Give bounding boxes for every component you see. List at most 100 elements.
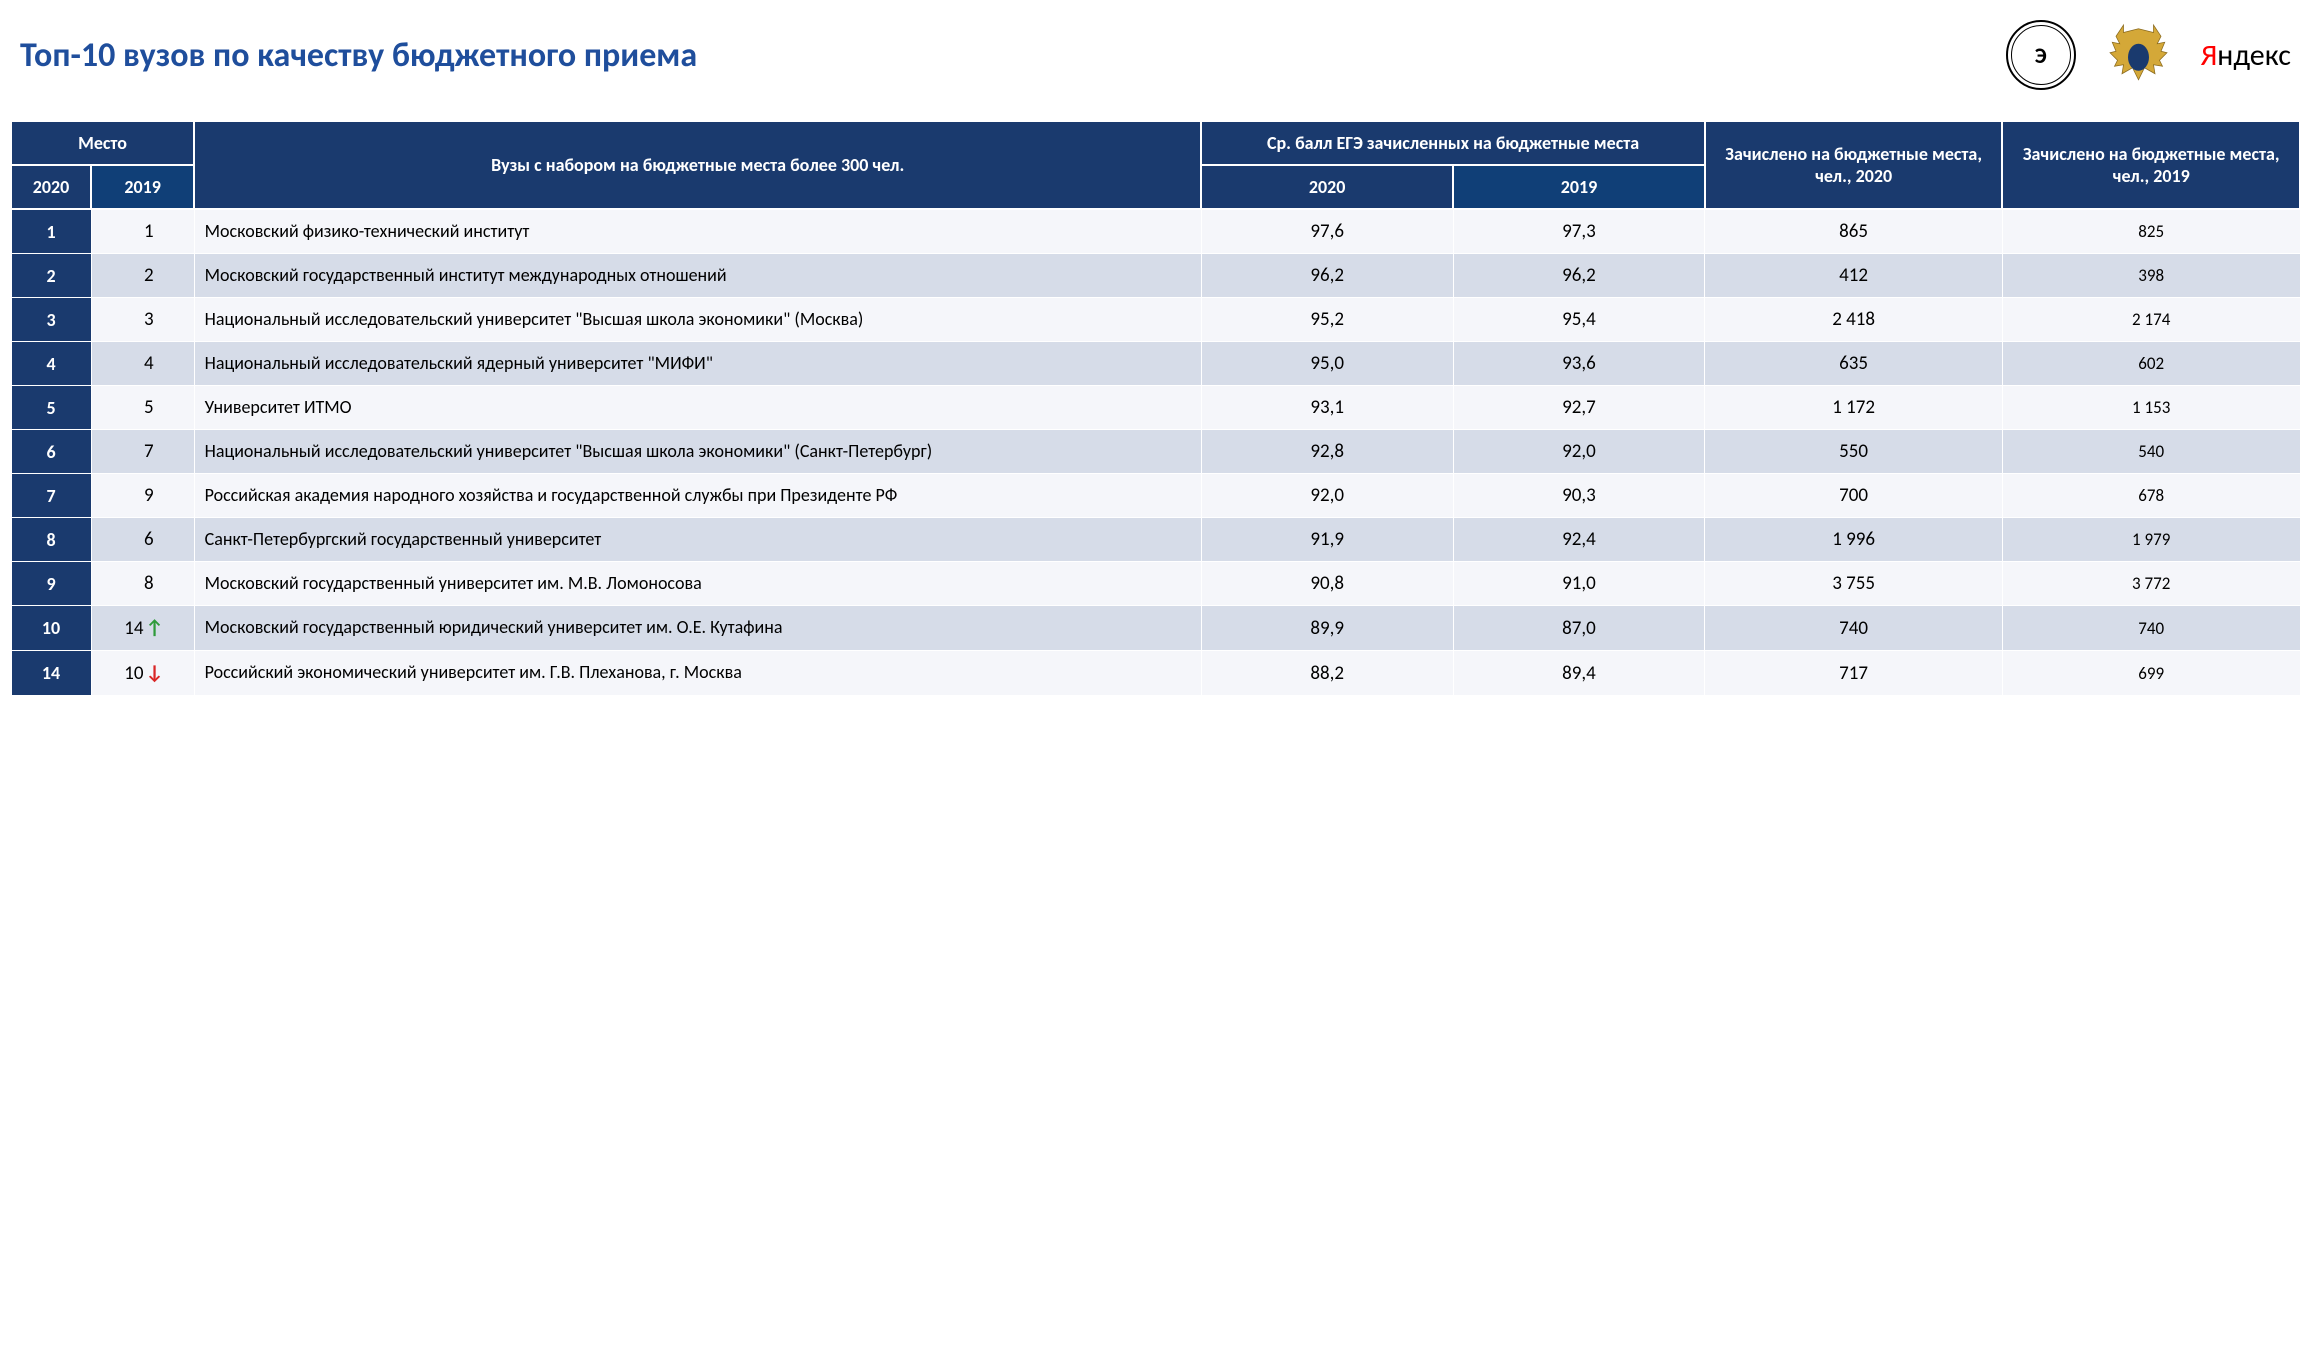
cell-score-2019: 89,4 [1453, 651, 1705, 696]
cell-university-name: Национальный исследовательский ядерный у… [194, 342, 1201, 386]
cell-score-2019: 87,0 [1453, 606, 1705, 651]
table-row: 44Национальный исследовательский ядерный… [11, 342, 2300, 386]
cell-score-2019: 92,4 [1453, 518, 1705, 562]
cell-rank-2020: 3 [11, 298, 91, 342]
cell-score-2020: 93,1 [1201, 386, 1453, 430]
yandex-rest: ндекс [2217, 37, 2291, 74]
cell-enrolled-2020: 3 755 [1705, 562, 2003, 606]
cell-university-name: Московский государственный университет и… [194, 562, 1201, 606]
table-row: 11Московский физико-технический институт… [11, 209, 2300, 254]
table-row: 22Московский государственный институт ме… [11, 254, 2300, 298]
table-row: 67Национальный исследовательский универс… [11, 430, 2300, 474]
cell-rank-2019: 2 [91, 254, 194, 298]
cell-enrolled-2019: 1 979 [2002, 518, 2300, 562]
cell-rank-2019: 6 [91, 518, 194, 562]
hse-logo: Э [2006, 20, 2076, 90]
cell-rank-2019: 8 [91, 562, 194, 606]
ranking-table: Место Вузы с набором на бюджетные места … [10, 120, 2301, 696]
cell-score-2020: 89,9 [1201, 606, 1453, 651]
cell-enrolled-2019: 398 [2002, 254, 2300, 298]
cell-rank-2020: 8 [11, 518, 91, 562]
table-row: 98Московский государственный университет… [11, 562, 2300, 606]
cell-enrolled-2019: 602 [2002, 342, 2300, 386]
cell-university-name: Московский физико-технический институт [194, 209, 1201, 254]
table-row: 55Университет ИТМО93,192,71 1721 153 [11, 386, 2300, 430]
cell-score-2020: 90,8 [1201, 562, 1453, 606]
cell-enrolled-2020: 2 418 [1705, 298, 2003, 342]
cell-rank-2019: 4 [91, 342, 194, 386]
cell-score-2020: 95,2 [1201, 298, 1453, 342]
cell-enrolled-2020: 635 [1705, 342, 2003, 386]
cell-score-2019: 90,3 [1453, 474, 1705, 518]
cell-enrolled-2019: 699 [2002, 651, 2300, 696]
logos: Э Яндекс [2006, 20, 2291, 90]
th-y2019-rank: 2019 [91, 165, 194, 209]
cell-rank-2020: 2 [11, 254, 91, 298]
cell-enrolled-2019: 540 [2002, 430, 2300, 474]
cell-enrolled-2019: 2 174 [2002, 298, 2300, 342]
th-mesto: Место [11, 121, 194, 165]
cell-score-2020: 91,9 [1201, 518, 1453, 562]
cell-rank-2019: 7 [91, 430, 194, 474]
table-row: 33Национальный исследовательский универс… [11, 298, 2300, 342]
cell-score-2020: 95,0 [1201, 342, 1453, 386]
cell-rank-2020: 10 [11, 606, 91, 651]
cell-enrolled-2020: 550 [1705, 430, 2003, 474]
table-row: 86Санкт-Петербургский государственный ун… [11, 518, 2300, 562]
cell-rank-2020: 7 [11, 474, 91, 518]
cell-rank-2020: 14 [11, 651, 91, 696]
th-enrolled2020: Зачислено на бюджетные места, чел., 2020 [1705, 121, 2003, 209]
cell-university-name: Российский экономический университет им.… [194, 651, 1201, 696]
page-title: Топ-10 вузов по качеству бюджетного прие… [20, 35, 697, 76]
cell-rank-2020: 4 [11, 342, 91, 386]
th-scores: Ср. балл ЕГЭ зачисленных на бюджетные ме… [1201, 121, 1705, 165]
cell-score-2019: 92,0 [1453, 430, 1705, 474]
cell-enrolled-2019: 678 [2002, 474, 2300, 518]
cell-rank-2020: 9 [11, 562, 91, 606]
cell-rank-2019: 9 [91, 474, 194, 518]
yandex-logo: Яндекс [2201, 37, 2291, 74]
arrow-up-icon: ↑ [146, 616, 164, 640]
th-name: Вузы с набором на бюджетные места более … [194, 121, 1201, 209]
cell-score-2020: 97,6 [1201, 209, 1453, 254]
cell-enrolled-2020: 1 172 [1705, 386, 2003, 430]
cell-rank-2019: 3 [91, 298, 194, 342]
table-row: 1014↑Московский государственный юридичес… [11, 606, 2300, 651]
cell-enrolled-2019: 740 [2002, 606, 2300, 651]
cell-enrolled-2019: 1 153 [2002, 386, 2300, 430]
cell-score-2020: 92,0 [1201, 474, 1453, 518]
cell-university-name: Московский государственный юридический у… [194, 606, 1201, 651]
cell-score-2019: 96,2 [1453, 254, 1705, 298]
cell-score-2019: 93,6 [1453, 342, 1705, 386]
cell-university-name: Московский государственный институт межд… [194, 254, 1201, 298]
cell-rank-2020: 5 [11, 386, 91, 430]
table-row: 1410↓Российский экономический университе… [11, 651, 2300, 696]
cell-enrolled-2020: 740 [1705, 606, 2003, 651]
cell-score-2019: 95,4 [1453, 298, 1705, 342]
cell-university-name: Российская академия народного хозяйства … [194, 474, 1201, 518]
cell-university-name: Национальный исследовательский университ… [194, 430, 1201, 474]
cell-enrolled-2019: 3 772 [2002, 562, 2300, 606]
th-y2020-score: 2020 [1201, 165, 1453, 209]
yandex-ya: Я [2201, 37, 2218, 74]
cell-rank-2019: 10↓ [91, 651, 194, 696]
cell-university-name: Национальный исследовательский университ… [194, 298, 1201, 342]
cell-rank-2019: 1 [91, 209, 194, 254]
cell-score-2020: 88,2 [1201, 651, 1453, 696]
table-row: 79Российская академия народного хозяйств… [11, 474, 2300, 518]
cell-university-name: Санкт-Петербургский государственный унив… [194, 518, 1201, 562]
cell-rank-2020: 1 [11, 209, 91, 254]
cell-enrolled-2020: 1 996 [1705, 518, 2003, 562]
cell-score-2019: 91,0 [1453, 562, 1705, 606]
mon-logo [2101, 20, 2176, 90]
header: Топ-10 вузов по качеству бюджетного прие… [10, 20, 2301, 90]
cell-enrolled-2020: 865 [1705, 209, 2003, 254]
cell-enrolled-2020: 412 [1705, 254, 2003, 298]
th-y2019-score: 2019 [1453, 165, 1705, 209]
arrow-down-icon: ↓ [146, 661, 164, 685]
cell-score-2019: 92,7 [1453, 386, 1705, 430]
cell-enrolled-2020: 700 [1705, 474, 2003, 518]
cell-score-2019: 97,3 [1453, 209, 1705, 254]
cell-enrolled-2020: 717 [1705, 651, 2003, 696]
cell-enrolled-2019: 825 [2002, 209, 2300, 254]
